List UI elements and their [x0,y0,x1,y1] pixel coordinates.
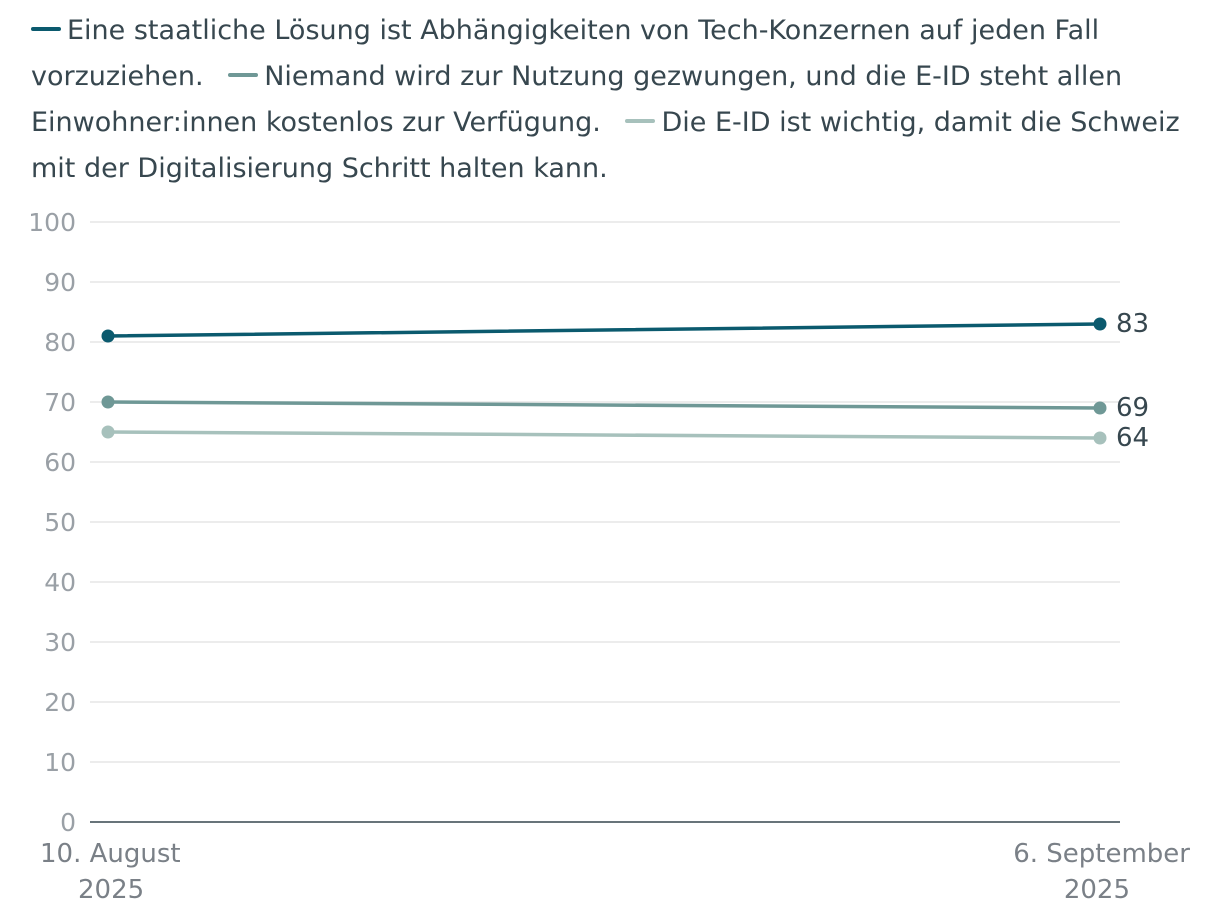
data-point[interactable] [101,395,115,409]
y-tick-label: 30 [44,628,76,657]
series-line-2 [106,400,1102,410]
y-tick-label: 100 [28,208,76,237]
x-tick-label: 2025 [78,875,144,905]
data-label: 83 [1116,309,1149,339]
data-point[interactable] [1093,401,1107,415]
x-tick-label-group: 6. September 2025 [1013,839,1190,905]
y-tick-label: 20 [44,688,76,717]
y-tick-label: 60 [44,448,76,477]
x-tick-label: 6. September [1013,839,1190,869]
y-tick-label: 90 [44,268,76,297]
x-tick-label: 10. August [40,839,181,869]
y-tick-label: 80 [44,328,76,357]
legend-label-3: Die E-ID ist wichtig, damit die Schweiz … [31,107,1180,184]
y-tick-label: 10 [44,748,76,777]
y-tick-label: 0 [60,808,76,837]
data-point[interactable] [101,425,115,439]
legend-item-3[interactable]: Die E-ID ist wichtig, damit die Schweiz … [31,107,1180,184]
data-point[interactable] [1093,431,1107,445]
series-lines [101,317,1107,445]
x-tick-label: 2025 [1064,875,1130,905]
y-tick-label: 40 [44,568,76,597]
legend-swatch-3 [625,118,656,123]
data-label: 64 [1116,423,1149,453]
y-tick-label: 50 [44,508,76,537]
series-line-1 [106,322,1102,338]
legend-label-2: Niemand wird zur Nutzung gezwungen, und … [31,61,1123,138]
x-axis: 10. August 2025 6. September 2025 [40,821,1190,905]
legend-item-2[interactable]: Niemand wird zur Nutzung gezwungen, und … [31,61,1122,138]
x-tick-label-group: 10. August 2025 [40,839,181,905]
legend: Eine staatliche Lösung ist Abhängigkeite… [31,8,1201,192]
data-point[interactable] [101,329,115,343]
legend-item-1[interactable]: Eine staatliche Lösung ist Abhängigkeite… [31,15,1099,92]
legend-swatch-2 [228,72,259,77]
legend-swatch-1 [31,26,61,31]
data-point[interactable] [1093,317,1107,331]
y-tick-label: 70 [44,388,76,417]
data-label: 69 [1116,393,1149,423]
y-axis-ticks: 0 10 20 30 40 50 60 70 80 90 100 [28,208,76,837]
gridlines [90,221,1120,763]
legend-label-1: Eine staatliche Lösung ist Abhängigkeite… [31,15,1100,92]
series-line-3 [106,430,1102,440]
